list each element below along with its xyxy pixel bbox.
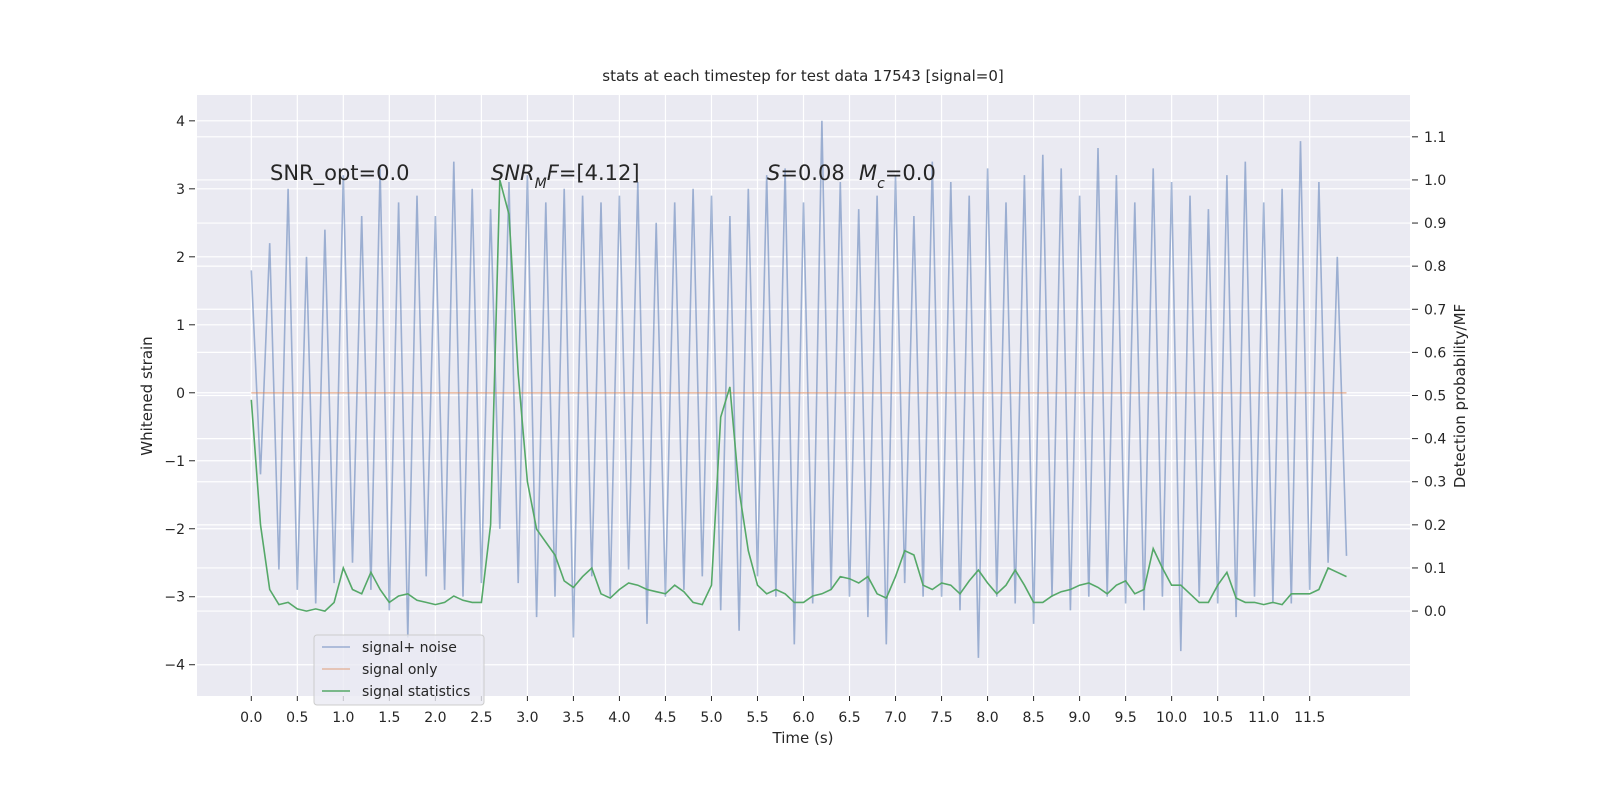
y2-tick-label: 0.5 — [1424, 389, 1446, 405]
annotation-part: =0.08 — [780, 161, 844, 185]
x-tick-label: 4.5 — [654, 710, 676, 726]
y2-tick-label: 1.1 — [1424, 130, 1446, 146]
x-tick-label: 6.5 — [838, 710, 860, 726]
legend-label: signal+ noise — [362, 640, 457, 656]
y2-tick-label: 0.4 — [1424, 432, 1446, 448]
x-tick-label: 1.0 — [332, 710, 354, 726]
x-tick-label: 10.0 — [1156, 710, 1187, 726]
y-axis-label: Whitened strain — [138, 336, 156, 455]
y2-axis-label: Detection probability/MF — [1451, 304, 1469, 488]
y2-tick-label: 0.3 — [1424, 475, 1446, 491]
x-tick-label: 9.5 — [1114, 710, 1136, 726]
x-tick-label: 7.0 — [884, 710, 906, 726]
annotation: SNRMF=[4.12] — [491, 161, 640, 192]
series-line — [250, 179, 1347, 612]
legend-label: signal only — [362, 662, 437, 678]
y2-tick-label: 1.0 — [1424, 173, 1446, 189]
marks — [250, 120, 1348, 658]
y2-tick-label: 0.2 — [1424, 518, 1446, 534]
y-tick-label: 3 — [176, 182, 185, 198]
y-tick-label: −2 — [164, 522, 185, 538]
x-tick-label: 11.0 — [1248, 710, 1279, 726]
labels: 0.0 0.5 1.0 1.5 2.0 2.5 3.0 3.5 4.0 4.5 5.0 5.5 6.0 6… — [164, 114, 1446, 726]
x-tick-label: 1.5 — [378, 710, 400, 726]
x-tick-label: 5.5 — [746, 710, 768, 726]
annotation: SNR_opt=0.0 — [270, 161, 410, 186]
y-tick-label: −4 — [164, 658, 185, 674]
x-tick-label: 7.5 — [930, 710, 952, 726]
y2-tick-label: 0.8 — [1424, 259, 1446, 275]
y-tick-label: 0 — [176, 386, 185, 402]
x-tick-label: 0.0 — [240, 710, 262, 726]
annotation-part: c — [877, 176, 885, 192]
x-axis-label: Time (s) — [772, 729, 834, 747]
annotation-part: M — [859, 161, 877, 185]
x-tick-label: 8.0 — [976, 710, 998, 726]
annotation-part: SNR — [491, 161, 535, 185]
x-tick-label: 6.0 — [792, 710, 814, 726]
x-tick-label: 0.5 — [286, 710, 308, 726]
x-tick-label: 3.0 — [516, 710, 538, 726]
y-tick-label: 4 — [176, 114, 185, 130]
y-tick-label: 1 — [176, 318, 185, 334]
x-tick-label: 10.5 — [1202, 710, 1233, 726]
annotation-part: =[4.12] — [559, 161, 640, 185]
series-line — [250, 120, 1348, 658]
x-tick-label: 2.5 — [470, 710, 492, 726]
annotation: S=0.08 — [767, 161, 845, 185]
y2-tick-label: 0.6 — [1424, 345, 1446, 361]
annotation-part: F — [547, 161, 560, 185]
annotation-part: SNR_opt=0.0 — [270, 161, 410, 186]
annotation-part: =0.0 — [885, 161, 936, 185]
x-tick-label: 2.0 — [424, 710, 446, 726]
annotation-part: M — [535, 176, 547, 192]
legend-label: signal statistics — [362, 684, 470, 700]
legend: signal+ noise signal only signal statistic… — [313, 634, 485, 706]
y-tick-label: −1 — [164, 454, 185, 470]
annotation: Mc=0.0 — [859, 161, 936, 192]
y2-tick-label: 0.1 — [1424, 561, 1446, 577]
chart-title: stats at each timestep for test data 175… — [602, 67, 1003, 85]
x-tick-label: 9.0 — [1068, 710, 1090, 726]
x-tick-label: 11.5 — [1294, 710, 1325, 726]
y-tick-label: 2 — [176, 250, 185, 266]
x-tick-label: 5.0 — [700, 710, 722, 726]
x-tick-label: 8.5 — [1022, 710, 1044, 726]
y2-tick-label: 0.7 — [1424, 302, 1446, 318]
annotation-part: S — [767, 161, 780, 185]
legend-box — [313, 634, 485, 706]
y2-tick-label: 0.0 — [1424, 604, 1446, 620]
x-tick-label: 3.5 — [562, 710, 584, 726]
y2-tick-label: 0.9 — [1424, 216, 1446, 232]
y-tick-label: −3 — [164, 590, 185, 606]
x-tick-label: 4.0 — [608, 710, 630, 726]
